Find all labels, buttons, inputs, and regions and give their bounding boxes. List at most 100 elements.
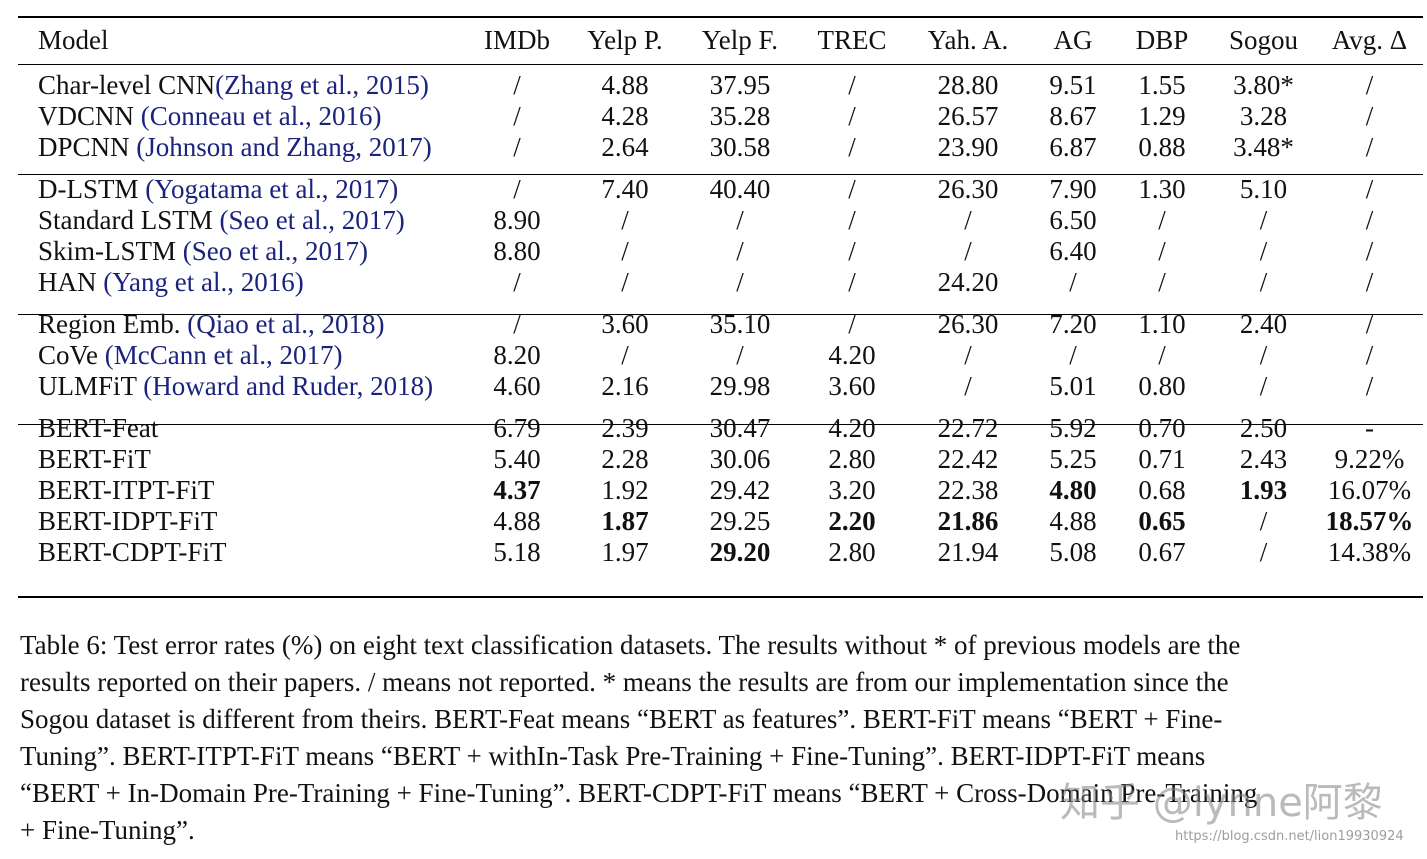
column-header: Avg. Δ (1331, 25, 1408, 55)
citation-link[interactable]: (Seo et al., 2017) (219, 205, 405, 235)
table-row: BERT-Feat 6.79 2.39 30.47 4.20 22.72 5.92 0.70 2… (18, 402, 1423, 444)
column-header: AG (1053, 25, 1093, 55)
model-name-cell: Skim-LSTM (Seo et al., 2017) (18, 236, 463, 267)
column-header: DBP (1135, 25, 1189, 55)
value-cell: 2.40 (1239, 309, 1288, 339)
citation-link[interactable]: (Zhang et al., 2015) (215, 70, 429, 100)
caption-line: Sogou dataset is different from theirs. … (20, 704, 1223, 734)
column-header: TREC (817, 25, 887, 55)
value-cell: / (621, 267, 629, 297)
table-row: BERT-FiT 5.40 2.28 30.06 2.80 22.42 5.25 0.71 2.… (18, 444, 1423, 475)
value-cell: / (1365, 340, 1374, 370)
value-cell: / (736, 340, 744, 370)
model-name-cell: Char-level CNN(Zhang et al., 2015) (18, 63, 463, 101)
value-cell: 0.67 (1138, 537, 1186, 567)
citation-link[interactable]: (Seo et al., 2017) (182, 236, 368, 266)
value-cell: / (848, 205, 856, 235)
value-cell: 9.22% (1334, 444, 1405, 474)
citation-link[interactable]: (Qiao et al., 2018) (187, 309, 385, 339)
value-cell: / (1158, 205, 1166, 235)
value-cell: 5.01 (1049, 371, 1097, 401)
value-cell: 4.37 (493, 475, 541, 505)
model-name: DPCNN (38, 132, 137, 162)
model-name: Region Emb. (38, 309, 188, 339)
model-name: BERT-ITPT-FiT (38, 475, 215, 505)
watermark-text: 知乎 @lynne阿黎 (1060, 780, 1383, 826)
value-cell: 4.20 (828, 340, 876, 370)
model-name-cell: DPCNN (Johnson and Zhang, 2017) (18, 132, 463, 163)
value-cell: 0.70 (1138, 413, 1186, 443)
model-name: BERT-FiT (38, 444, 151, 474)
citation-link[interactable]: (Howard and Ruder, 2018) (143, 371, 434, 401)
model-name: VDCNN (38, 101, 141, 131)
table-row: ULMFiT (Howard and Ruder, 2018) 4.60 2.16 2… (18, 371, 1423, 402)
value-cell: / (621, 236, 629, 266)
value-cell: 26.57 (937, 101, 999, 131)
model-name: ULMFiT (38, 371, 144, 401)
value-cell: 1.55 (1138, 70, 1186, 100)
value-cell: / (848, 174, 856, 204)
table-row: BERT-ITPT-FiT 4.37 1.92 29.42 3.20 22.38 4.80 0… (18, 475, 1423, 506)
value-cell: / (1365, 309, 1374, 339)
value-cell: 0.88 (1138, 132, 1186, 162)
citation-link[interactable]: (Yogatama et al., 2017) (145, 174, 399, 204)
value-cell: / (1259, 506, 1268, 536)
value-cell: 6.50 (1049, 205, 1097, 235)
value-cell: 22.72 (937, 413, 999, 443)
value-cell: 0.71 (1138, 444, 1186, 474)
value-cell: 3.20 (828, 475, 876, 505)
column-header: Yelp F. (701, 25, 779, 55)
column-header: Yelp P. (587, 25, 663, 55)
group-rule-1 (18, 174, 1423, 175)
value-cell: 1.29 (1138, 101, 1186, 131)
value-cell: 29.42 (709, 475, 771, 505)
value-cell: 5.18 (493, 537, 541, 567)
value-cell: 1.97 (601, 537, 649, 567)
value-cell: / (1158, 340, 1166, 370)
citation-link[interactable]: (Conneau et al., 2016) (140, 101, 382, 131)
model-name: BERT-CDPT-FiT (38, 537, 227, 567)
value-cell: 7.20 (1049, 309, 1097, 339)
value-cell: / (848, 236, 856, 266)
value-cell: / (1365, 205, 1374, 235)
value-cell: 1.92 (601, 475, 649, 505)
column-header: Yah. A. (927, 25, 1009, 55)
value-cell: 21.86 (937, 506, 999, 536)
top-rule (18, 16, 1423, 18)
value-cell: / (1259, 267, 1268, 297)
value-cell: / (736, 205, 744, 235)
value-cell: / (1158, 236, 1166, 266)
value-cell: 7.40 (601, 174, 649, 204)
value-cell: 8.20 (493, 340, 541, 370)
value-cell: / (1259, 236, 1268, 266)
value-cell: 2.80 (828, 444, 876, 474)
table-row: Standard LSTM (Seo et al., 2017) 8.90 / / / /… (18, 205, 1423, 236)
value-cell: 2.16 (601, 371, 649, 401)
model-name: Standard LSTM (38, 205, 220, 235)
value-cell: / (848, 70, 856, 100)
citation-link[interactable]: (Yang et al., 2016) (103, 267, 304, 297)
table-row: VDCNN (Conneau et al., 2016) / 4.28 35.28 / 2… (18, 101, 1423, 132)
citation-link[interactable]: (Johnson and Zhang, 2017) (136, 132, 432, 162)
value-cell: / (513, 70, 521, 100)
model-name-cell: BERT-ITPT-FiT (18, 475, 463, 506)
value-cell: / (1365, 101, 1374, 131)
table-row: BERT-IDPT-FiT 4.88 1.87 29.25 2.20 21.86 4.88 0… (18, 506, 1423, 537)
caption-line: Table 6: Test error rates (%) on eight t… (20, 630, 1241, 660)
model-name: BERT-Feat (38, 413, 159, 443)
value-cell: / (1259, 537, 1268, 567)
results-table: Model IMDb Yelp P. Yelp F. TREC Yah. A. … (18, 17, 1423, 580)
citation-link[interactable]: (McCann et al., 2017) (104, 340, 343, 370)
value-cell: / (1365, 70, 1374, 100)
value-cell: / (1365, 132, 1374, 162)
value-cell: 14.38% (1327, 537, 1412, 567)
value-cell: 29.20 (709, 537, 771, 567)
value-cell: 5.92 (1049, 413, 1097, 443)
value-cell: 37.95 (709, 70, 771, 100)
value-cell: 26.30 (937, 309, 999, 339)
value-cell: 8.67 (1049, 101, 1097, 131)
value-cell: 4.28 (601, 101, 649, 131)
value-cell: 6.40 (1049, 236, 1097, 266)
value-cell: / (1259, 340, 1268, 370)
table-body: Char-level CNN(Zhang et al., 2015) / 4.88 3… (18, 63, 1423, 580)
